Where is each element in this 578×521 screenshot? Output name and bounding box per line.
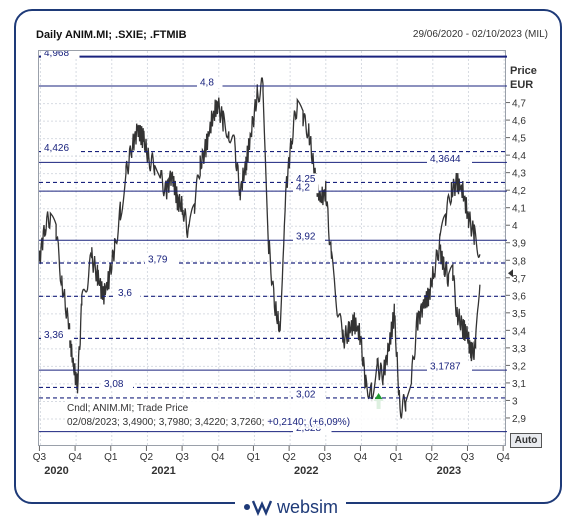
- currency-axis-label: EUR: [510, 79, 534, 91]
- level-label-bg: [293, 231, 325, 243]
- level-label: 3,92: [296, 232, 316, 243]
- level-label: 3,08: [104, 379, 124, 390]
- websim-logo-icon: [244, 500, 273, 516]
- level-label: 3,1787: [430, 362, 461, 373]
- level-label-bg: [101, 378, 133, 390]
- price-axis-label: Price: [510, 65, 537, 77]
- level-label: 4,25: [296, 174, 316, 185]
- level-label: 4,426: [44, 143, 69, 154]
- level-label: 3,6: [118, 288, 132, 299]
- level-line-group: 4,426: [39, 142, 507, 154]
- level-label-bg: [197, 77, 223, 89]
- price-series-line: [38, 77, 481, 419]
- date-range: 29/06/2020 - 02/10/2023 (MIL): [412, 29, 548, 40]
- chart-title: Daily ANIM.MI; .SXIE; .FTMIB: [36, 29, 187, 41]
- level-label: 3,02: [296, 389, 316, 400]
- level-label: 4,3644: [430, 154, 461, 165]
- websim-logo-text: websim: [277, 496, 339, 517]
- level-label-bg: [293, 182, 319, 194]
- level-line-group: 3,08: [39, 378, 507, 390]
- level-line-group: 4,8: [39, 77, 507, 89]
- level-line-group: 3,1787: [39, 361, 507, 373]
- level-label-bg: [115, 287, 141, 299]
- level-label: 4,968: [44, 51, 69, 59]
- plot-area[interactable]: 4,968 4,8 4,426 4,3644 4,25 4,2 3,92 3,79 3,6 3,3…: [38, 47, 507, 447]
- legend-line-1: Cndl; ANIM.MI; Trade Price: [67, 403, 189, 414]
- level-line-group: 4,3644: [39, 153, 507, 165]
- level-line-group: 3,6: [39, 287, 507, 299]
- level-line-group: 3,92: [39, 231, 507, 243]
- level-label: 3,79: [148, 255, 168, 266]
- level-label-bg: [41, 142, 80, 154]
- auto-scale-button[interactable]: Auto: [510, 433, 542, 448]
- price-axis-title: Price EUR: [510, 64, 537, 92]
- legend: Cndl; ANIM.MI; Trade Price 02/08/2023; 3,…: [65, 399, 395, 429]
- level-label-bg: [145, 254, 177, 266]
- level-line-group: 4,25: [39, 173, 507, 185]
- level-label-bg: [427, 361, 472, 373]
- level-line-group: 3,79: [39, 254, 507, 266]
- legend-bg: [65, 399, 395, 429]
- level-line-group: 4,968: [39, 47, 507, 59]
- level-label: 4,8: [200, 78, 214, 89]
- price-series-tail: [439, 244, 481, 362]
- level-label-bg: [293, 388, 325, 400]
- websim-logo: websim: [235, 496, 347, 518]
- legend-values: 02/08/2023; 3,4900; 3,7980; 3,4220; 3,72…: [67, 417, 267, 428]
- level-label: 3,36: [44, 330, 64, 341]
- level-label-bg: [427, 153, 472, 165]
- level-label: 4,2: [296, 183, 310, 194]
- level-label-bg: [293, 173, 325, 185]
- legend-change: +0,2140; (+6,09%): [267, 417, 350, 428]
- level-line-group: 3,02: [39, 388, 507, 400]
- level-label-bg: [41, 329, 73, 341]
- level-line-group: 4,2: [39, 182, 507, 194]
- legend-line-2: 02/08/2023; 3,4900; 3,7980; 3,4220; 3,72…: [67, 417, 350, 428]
- level-line-group: 3,36: [39, 329, 507, 341]
- level-label-bg: [41, 47, 80, 59]
- price-chart-svg[interactable]: 4,968 4,8 4,426 4,3644 4,254,2 3,92 3,79 3,6 3,3…: [38, 47, 507, 447]
